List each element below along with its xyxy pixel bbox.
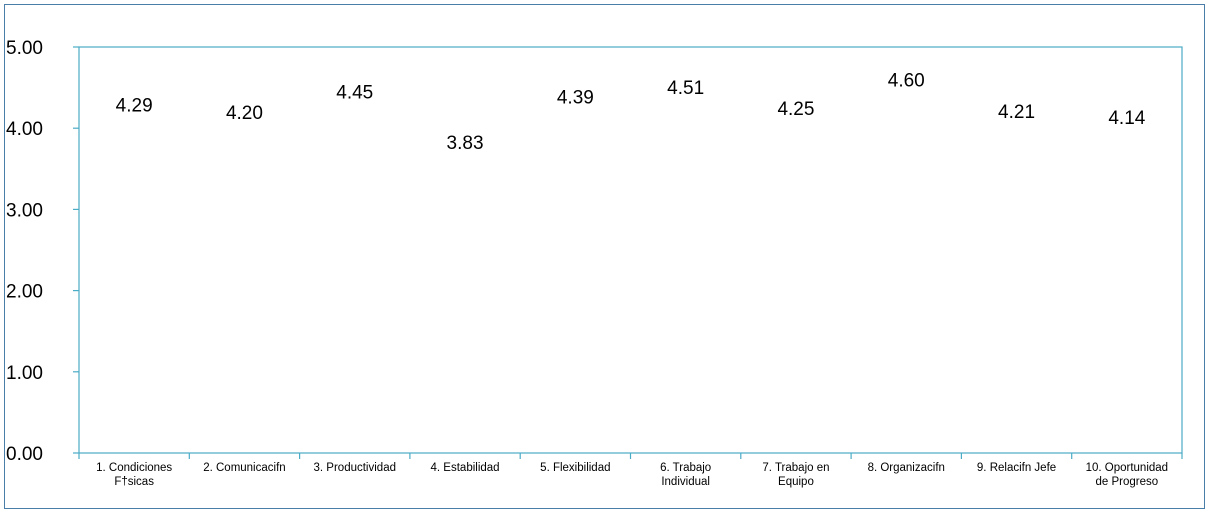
y-tick-label: 5.00	[6, 38, 43, 59]
x-category-label: 2. Comunicacifn	[203, 462, 285, 474]
x-category-label: 3. Productividad	[314, 462, 396, 474]
data-label: 4.39	[557, 88, 594, 109]
y-axis: 0.00 1.00 2.00 3.00 4.00 5.00	[6, 38, 79, 465]
data-label: 4.60	[888, 70, 925, 91]
x-category-label-line: Individual	[661, 476, 710, 488]
x-category-label-line: 8. Organizacifn	[868, 462, 945, 474]
x-category-label-line: 4. Estabilidad	[431, 462, 500, 474]
data-label: 4.20	[226, 103, 263, 124]
data-label: 4.25	[777, 99, 814, 120]
data-label: 3.83	[447, 133, 484, 154]
x-category-label-line: 5. Flexibilidad	[540, 462, 610, 474]
x-category-label-line: de Progreso	[1096, 476, 1159, 488]
data-label: 4.21	[998, 102, 1035, 123]
x-category-label: 1. Condiciones F†sicas	[96, 462, 172, 488]
x-category-label-line: 1. Condiciones	[96, 462, 172, 474]
x-category-label-line: 3. Productividad	[314, 462, 396, 474]
y-tick-label: 1.00	[6, 363, 43, 384]
x-category-label: 9. Relacifn Jefe	[977, 462, 1056, 474]
data-label: 4.51	[667, 78, 704, 99]
x-category-label: 5. Flexibilidad	[540, 462, 610, 474]
data-label: 4.14	[1108, 108, 1145, 129]
y-tick-label: 2.00	[6, 282, 43, 303]
x-category-label-line: 9. Relacifn Jefe	[977, 462, 1056, 474]
x-category-label-line: 2. Comunicacifn	[203, 462, 285, 474]
data-label: 4.29	[116, 96, 153, 117]
chart-frame	[4, 4, 1205, 509]
x-category-label: 8. Organizacifn	[868, 462, 945, 474]
x-category-label: 10. Oportunidad de Progreso	[1086, 462, 1168, 488]
x-category-label: 4. Estabilidad	[431, 462, 500, 474]
x-category-label: 7. Trabajo en Equipo	[762, 462, 829, 488]
x-category-label-line: F†sicas	[114, 476, 154, 488]
x-category-label: 6. Trabajo Individual	[660, 462, 711, 488]
data-labels: 4.29 4.20 4.45 3.83 4.39 4.51 4.25 4.60 4.21 4.14	[116, 70, 1146, 154]
data-label: 4.45	[336, 83, 373, 104]
y-tick-label: 4.00	[6, 119, 43, 140]
x-category-label-line: 6. Trabajo	[660, 462, 711, 474]
x-axis: 1. Condiciones F†sicas 2. Comunicacifn 3. P…	[78, 453, 1183, 488]
x-category-label-line: Equipo	[778, 476, 814, 488]
x-category-label-line: 10. Oportunidad	[1086, 462, 1168, 474]
y-tick-label: 3.00	[6, 200, 43, 221]
y-tick-label: 0.00	[6, 444, 43, 465]
x-category-label-line: 7. Trabajo en	[762, 462, 829, 474]
